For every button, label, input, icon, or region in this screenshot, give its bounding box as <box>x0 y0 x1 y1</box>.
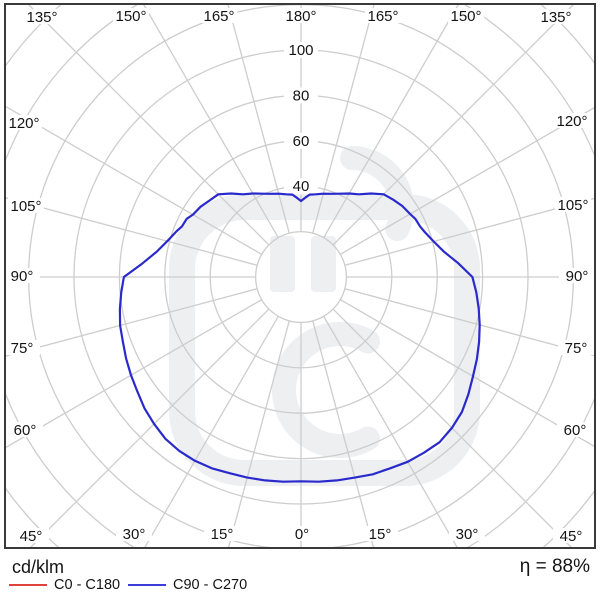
watermark-logo <box>169 146 480 486</box>
svg-text:75°: 75° <box>11 340 34 357</box>
polar-diagram: 40 60 80 100 135° 150° 165° 180° 165° 150° 135° 120… <box>4 3 596 549</box>
svg-text:30°: 30° <box>456 526 479 543</box>
svg-text:45°: 45° <box>560 528 583 545</box>
legend-label-c90-c270: C90 - C270 <box>173 577 248 593</box>
svg-text:165°: 165° <box>203 8 234 25</box>
svg-text:100: 100 <box>288 42 313 59</box>
legend-item-c0-c180: C0 - C180 <box>9 576 120 594</box>
unit-label: cd/klm <box>12 557 65 577</box>
legend-label-c0-c180: C0 - C180 <box>54 577 121 593</box>
svg-text:120°: 120° <box>556 113 587 130</box>
polar-chart-svg: 40 60 80 100 135° 150° 165° 180° 165° 150° 135° 120… <box>4 3 596 549</box>
svg-text:60: 60 <box>293 133 310 150</box>
svg-text:40: 40 <box>293 178 310 195</box>
svg-text:45°: 45° <box>20 528 43 545</box>
svg-text:180°: 180° <box>285 8 316 25</box>
svg-text:60°: 60° <box>14 422 37 439</box>
efficiency-value: η = 88% <box>519 556 590 577</box>
svg-text:0°: 0° <box>295 526 309 543</box>
plot-border <box>4 3 596 549</box>
svg-text:135°: 135° <box>540 9 571 26</box>
svg-text:105°: 105° <box>557 197 588 214</box>
legend-line-blue <box>128 584 166 586</box>
chart-footer: cd/klm η = 88% C0 - C180 C90 - C270 <box>0 548 600 600</box>
svg-text:150°: 150° <box>450 8 481 25</box>
svg-text:150°: 150° <box>115 8 146 25</box>
legend-line-red <box>9 584 47 586</box>
svg-text:80: 80 <box>293 87 310 104</box>
svg-text:90°: 90° <box>11 268 34 285</box>
svg-text:135°: 135° <box>26 9 57 26</box>
svg-text:90°: 90° <box>566 268 589 285</box>
svg-text:120°: 120° <box>8 115 39 132</box>
svg-text:105°: 105° <box>10 198 41 215</box>
curve-C90-C270 <box>118 192 481 483</box>
svg-text:60°: 60° <box>564 422 587 439</box>
legend: C0 - C180 C90 - C270 <box>0 576 600 596</box>
svg-text:75°: 75° <box>565 340 588 357</box>
svg-text:30°: 30° <box>123 526 146 543</box>
svg-text:15°: 15° <box>211 526 234 543</box>
angle-labels: 135° 150° 165° 180° 165° 150° 135° 120° 105° 90° 7… <box>4 8 595 545</box>
svg-text:15°: 15° <box>369 526 392 543</box>
legend-item-c90-c270: C90 - C270 <box>128 576 247 594</box>
svg-text:165°: 165° <box>367 8 398 25</box>
radial-tick-labels: 40 60 80 100 <box>284 42 318 195</box>
